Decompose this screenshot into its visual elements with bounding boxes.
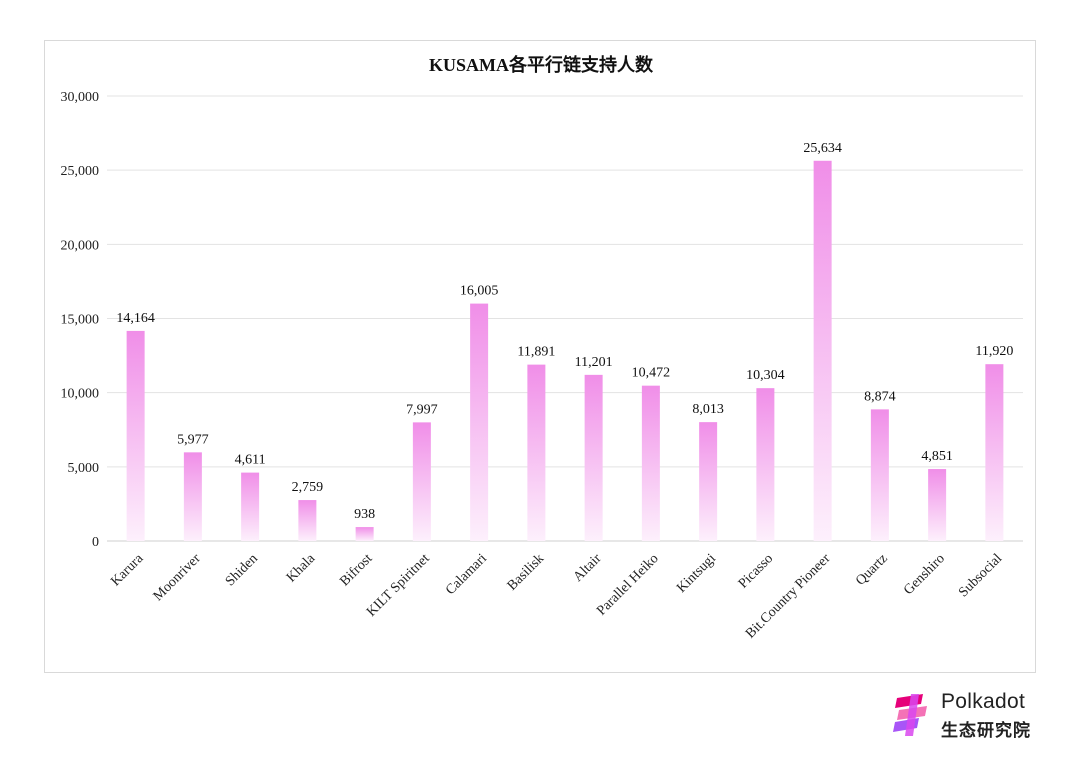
x-tick-label: Basilisk: [505, 551, 548, 594]
y-axis-ticks: 0 5,000 10,000 15,000 20,000 25,000 30,000: [61, 90, 100, 550]
data-label: 4,611: [235, 453, 266, 468]
polkadot-mark-icon: [893, 694, 927, 736]
data-label: 938: [354, 507, 375, 522]
data-label: 2,759: [292, 480, 324, 495]
x-tick-label: Moonriver: [151, 551, 204, 604]
bar-quartz: [870, 409, 889, 541]
data-label: 7,997: [406, 402, 438, 417]
bar-calamari: [470, 303, 489, 541]
data-label: 11,201: [575, 355, 613, 370]
bar-basilisk: [527, 364, 546, 541]
x-tick-label: Khala: [284, 551, 319, 586]
data-label: 8,874: [864, 389, 896, 404]
y-tick-label: 5,000: [68, 461, 100, 476]
x-tick-label: Bifrost: [337, 551, 375, 589]
bar-altair: [584, 374, 603, 541]
data-label: 16,005: [460, 284, 499, 299]
bar-moonriver: [183, 452, 202, 541]
bar-kilt-spiritnet: [412, 422, 431, 541]
x-tick-label: Kintsugi: [674, 551, 719, 596]
data-label: 4,851: [921, 449, 953, 464]
bar-shiden: [241, 472, 260, 541]
data-label: 11,891: [517, 345, 555, 360]
x-tick-label: Karura: [108, 551, 147, 590]
bar-parallel-heiko: [641, 385, 660, 541]
y-tick-label: 10,000: [61, 387, 100, 402]
x-tick-label: Subsocial: [956, 551, 1005, 600]
data-label: 8,013: [692, 402, 724, 417]
bar-bit-country-pioneer: [813, 160, 832, 541]
value-labels: 14,164 5,977 4,611 2,759 938 7,997 16,005 11,89…: [116, 141, 1013, 522]
data-label: 11,920: [975, 344, 1013, 359]
bar-bifrost: [355, 527, 374, 541]
data-label: 10,472: [632, 366, 671, 381]
bar-subsocial: [985, 364, 1004, 541]
x-tick-label: Altair: [571, 551, 605, 585]
y-tick-label: 20,000: [61, 238, 100, 253]
y-tick-label: 30,000: [61, 90, 100, 105]
grid-lines: [107, 95, 1023, 542]
x-tick-label: Calamari: [443, 551, 490, 598]
y-tick-label: 25,000: [61, 164, 100, 179]
chart-frame: KUSAMA各平行链支持人数 0 5,000 10,000 15,000 20,000 2…: [44, 40, 1036, 673]
bar-kintsugi: [699, 422, 718, 541]
x-tick-label: Quartz: [853, 551, 891, 589]
data-label: 25,634: [803, 141, 842, 156]
logo-subtitle: 生态研究院: [941, 721, 1031, 741]
bars: [126, 160, 1004, 541]
chart-title: KUSAMA各平行链支持人数: [429, 54, 654, 75]
x-tick-label: Picasso: [736, 551, 776, 591]
polkadot-logo: Polkadot 生态研究院: [893, 690, 1043, 742]
bar-picasso: [756, 388, 775, 541]
bar-khala: [298, 500, 317, 541]
logo-word: Polkadot: [941, 690, 1026, 713]
x-tick-label: Shiden: [223, 551, 261, 589]
data-label: 14,164: [116, 311, 155, 326]
bar-genshiro: [928, 469, 947, 541]
y-tick-label: 0: [92, 535, 99, 550]
bar-karura: [126, 330, 145, 541]
x-tick-label: Genshiro: [901, 551, 948, 598]
x-tick-label: Parallel Heiko: [594, 551, 662, 619]
data-label: 10,304: [746, 368, 785, 383]
y-tick-label: 15,000: [61, 313, 100, 328]
data-label: 5,977: [177, 432, 209, 447]
bar-chart: KUSAMA各平行链支持人数 0 5,000 10,000 15,000 20,000 2…: [61, 54, 1023, 642]
